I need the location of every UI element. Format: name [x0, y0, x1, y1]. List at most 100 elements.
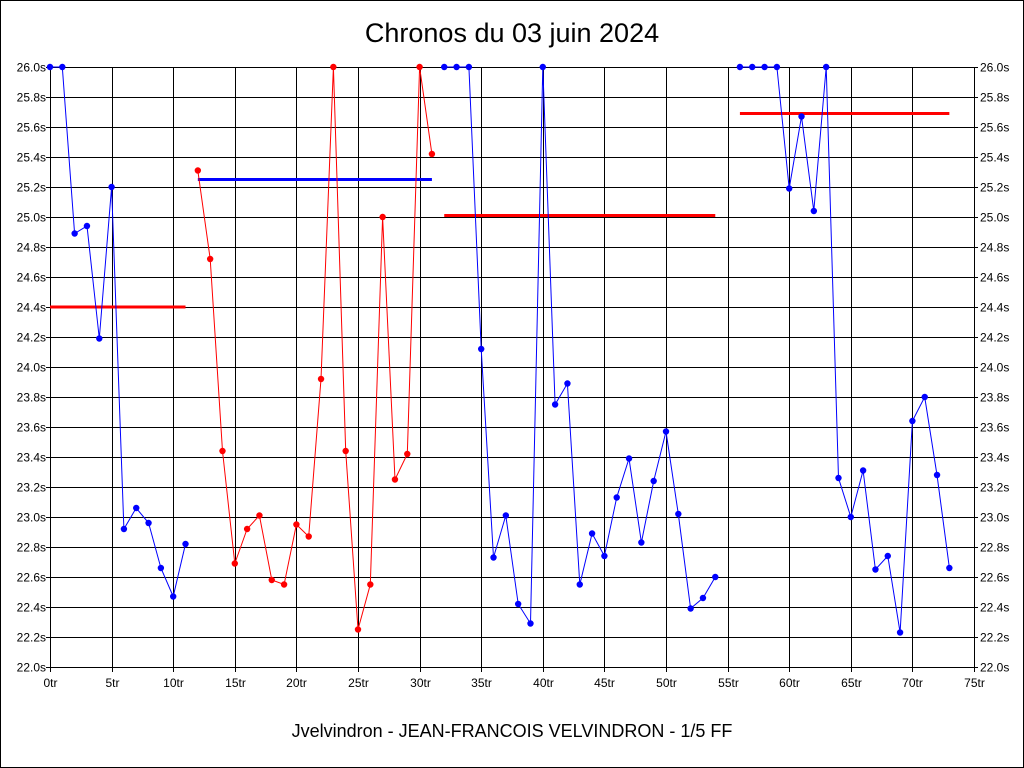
- y-tick-label-left: 25.8s: [17, 91, 46, 105]
- data-point: [83, 222, 91, 230]
- series-line: [444, 66, 716, 626]
- y-tick-label-left: 25.0s: [17, 211, 46, 225]
- data-point: [293, 521, 300, 528]
- data-point: [219, 447, 226, 455]
- data-point: [539, 63, 546, 71]
- data-point: [675, 510, 682, 518]
- data-point: [367, 581, 374, 588]
- y-tick-label-right: 23.6s: [980, 421, 1009, 435]
- data-point: [662, 428, 670, 435]
- y-tick-label-right: 24.4s: [980, 301, 1009, 315]
- data-point: [280, 581, 288, 588]
- data-point: [441, 63, 448, 71]
- y-tick-label-left: 24.8s: [17, 241, 46, 255]
- x-tick-label: 55tr: [718, 676, 739, 690]
- y-tick-label-left: 22.4s: [17, 601, 46, 615]
- data-point: [551, 401, 559, 408]
- y-tick-label-left: 23.0s: [17, 511, 46, 525]
- plot-border: [50, 67, 975, 668]
- data-point: [896, 629, 904, 636]
- y-tick-label-left: 26.0s: [17, 61, 46, 75]
- series-line: [50, 66, 186, 599]
- data-point: [416, 63, 423, 71]
- series-line: [197, 66, 433, 630]
- y-tick-label-right: 22.2s: [980, 631, 1009, 645]
- grid-layer: [46, 67, 978, 672]
- y-tick-label-right: 22.8s: [980, 541, 1009, 555]
- y-tick-label-left: 25.6s: [17, 121, 46, 135]
- data-point: [317, 375, 325, 383]
- data-point: [330, 63, 337, 71]
- y-tick-label-left: 23.2s: [17, 481, 46, 495]
- data-point: [391, 476, 399, 483]
- y-tick-label-right: 23.4s: [980, 451, 1009, 465]
- x-tick-label: 35tr: [471, 676, 492, 690]
- chart-caption: Jvelvindron - JEAN-FRANCOIS VELVINDRON -…: [291, 721, 733, 741]
- y-tick-label-left: 24.0s: [17, 361, 46, 375]
- y-tick-label-left: 25.2s: [17, 181, 46, 195]
- x-tick-label: 25tr: [348, 676, 369, 690]
- data-point: [786, 185, 793, 192]
- y-tick-label-right: 25.0s: [980, 211, 1009, 225]
- data-point: [909, 417, 916, 425]
- x-tick-label: 50tr: [656, 676, 677, 690]
- y-tick-label-right: 22.4s: [980, 601, 1009, 615]
- y-tick-label-right: 23.8s: [980, 391, 1009, 405]
- data-point: [822, 63, 830, 71]
- data-point: [71, 230, 78, 237]
- data-point: [465, 63, 473, 71]
- data-point: [699, 594, 707, 602]
- data-point: [170, 593, 177, 600]
- data-point: [157, 564, 165, 572]
- data-point: [145, 519, 152, 527]
- data-point: [749, 63, 756, 71]
- data-point: [59, 63, 66, 71]
- y-tick-label-left: 22.8s: [17, 541, 46, 555]
- data-point: [527, 620, 534, 627]
- data-point: [773, 63, 781, 71]
- data-point: [490, 554, 497, 561]
- data-point: [736, 63, 744, 71]
- data-point: [305, 533, 312, 540]
- x-tick-label: 15tr: [225, 676, 246, 690]
- data-point: [564, 380, 571, 387]
- y-tick-label-right: 23.0s: [980, 511, 1009, 525]
- data-point: [847, 513, 854, 521]
- data-point: [514, 600, 522, 608]
- data-point: [835, 474, 842, 482]
- x-tick-label: 70tr: [902, 676, 923, 690]
- data-point: [342, 447, 349, 455]
- data-point: [46, 63, 54, 71]
- y-tick-label-left: 23.6s: [17, 421, 46, 435]
- y-tick-label-left: 23.4s: [17, 451, 46, 465]
- data-point: [502, 512, 510, 519]
- data-point: [576, 581, 583, 588]
- chart-title: Chronos du 03 juin 2024: [364, 18, 660, 48]
- y-tick-label-left: 22.0s: [17, 661, 46, 675]
- data-point: [182, 540, 189, 548]
- data-point: [921, 393, 928, 401]
- data-point: [933, 471, 941, 479]
- data-point: [194, 167, 202, 174]
- x-tick-label: 75tr: [964, 676, 985, 690]
- y-tick-label-left: 22.2s: [17, 631, 46, 645]
- y-tick-label-right: 25.8s: [980, 91, 1009, 105]
- data-point: [379, 213, 386, 221]
- data-point: [761, 63, 768, 71]
- y-tick-label-left: 25.4s: [17, 151, 46, 165]
- x-tick-label: 20tr: [286, 676, 307, 690]
- x-tick-label: 40tr: [533, 676, 554, 690]
- data-point: [712, 573, 719, 581]
- data-point: [872, 566, 879, 573]
- data-point: [625, 455, 633, 462]
- y-tick-label-right: 24.6s: [980, 271, 1009, 285]
- y-tick-label-right: 23.2s: [980, 481, 1009, 495]
- y-tick-label-left: 22.6s: [17, 571, 46, 585]
- y-tick-label-right: 24.2s: [980, 331, 1009, 345]
- y-tick-label-left: 24.2s: [17, 331, 46, 345]
- data-point: [256, 512, 263, 519]
- y-tick-label-right: 26.0s: [980, 61, 1009, 75]
- y-tick-label-left: 24.6s: [17, 271, 46, 285]
- data-point: [354, 626, 362, 633]
